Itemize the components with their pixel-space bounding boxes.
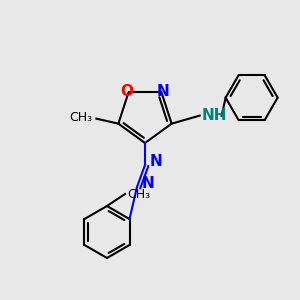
Text: O: O: [120, 84, 133, 99]
Text: NH: NH: [202, 108, 227, 123]
Text: N: N: [150, 154, 163, 169]
Text: CH₃: CH₃: [69, 111, 92, 124]
Text: CH₃: CH₃: [127, 188, 150, 200]
Text: N: N: [157, 84, 170, 99]
Text: N: N: [142, 176, 155, 191]
